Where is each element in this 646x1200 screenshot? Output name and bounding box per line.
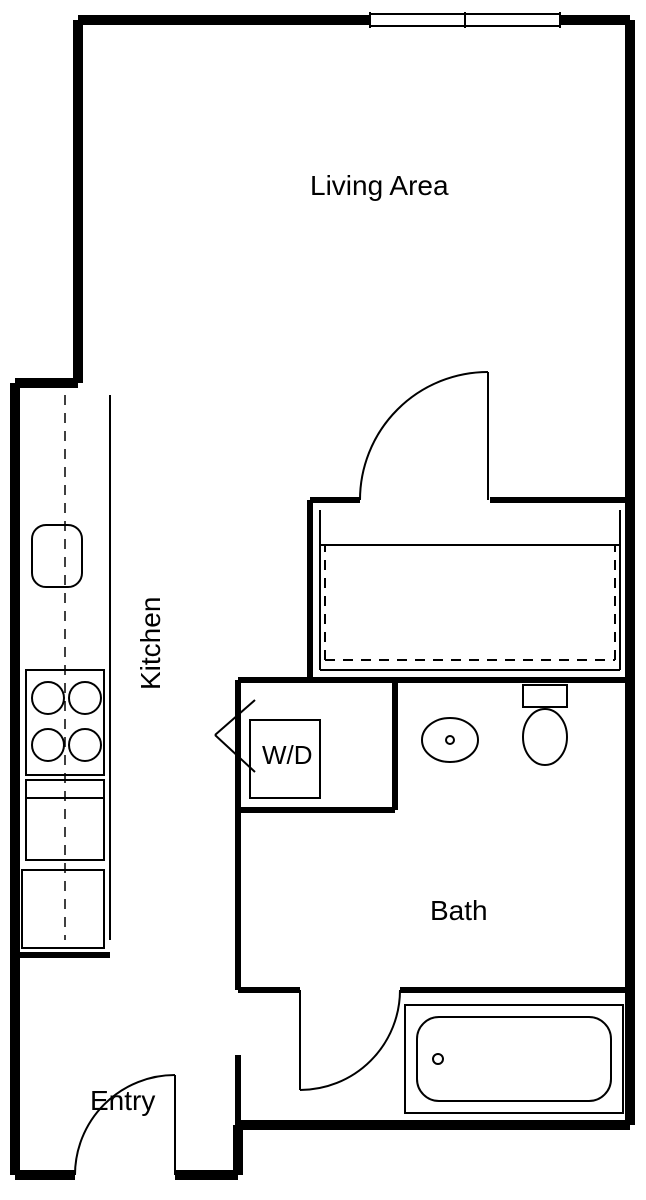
closet — [320, 510, 620, 670]
interior-walls — [15, 500, 630, 1175]
label-entry: Entry — [90, 1085, 155, 1116]
door-closet — [360, 372, 488, 500]
window — [370, 12, 560, 28]
kitchen-fixtures — [22, 395, 110, 948]
fridge-icon — [22, 870, 104, 948]
label-bath: Bath — [430, 895, 488, 926]
label-kitchen: Kitchen — [135, 597, 166, 690]
bath-sink-icon — [422, 718, 478, 762]
toilet-icon — [523, 685, 567, 765]
label-wd: W/D — [262, 740, 313, 770]
floor-plan: Living Area Kitchen Bath Entry W/D — [0, 0, 646, 1200]
door-bath — [300, 990, 400, 1090]
sink-icon — [32, 525, 82, 587]
bathtub-icon — [405, 1005, 623, 1113]
label-living: Living Area — [310, 170, 449, 201]
doors — [75, 372, 488, 1175]
